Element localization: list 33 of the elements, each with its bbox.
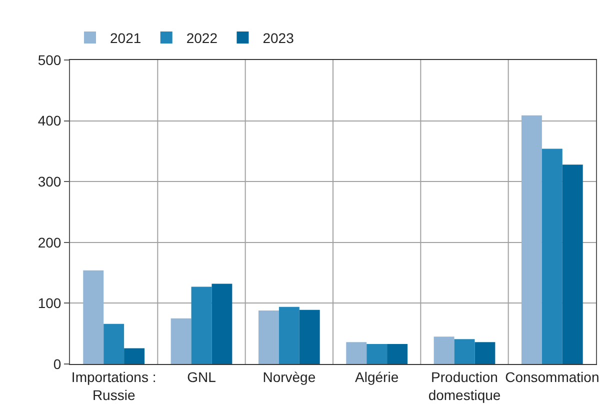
x-tick-label: Norvège: [262, 368, 316, 385]
legend-label: 2022: [186, 30, 218, 46]
x-tick-label: Algérie: [355, 368, 399, 385]
bar: [299, 310, 320, 364]
x-tick-label: Importations : Russie: [71, 368, 156, 403]
bar: [454, 339, 475, 364]
bar: [258, 310, 279, 364]
bar: [521, 115, 542, 364]
bar: [278, 306, 300, 364]
legend-label: 2023: [262, 30, 294, 46]
bar: [387, 344, 408, 364]
y-tick-label: 300: [38, 174, 62, 190]
bar: [212, 284, 232, 364]
y-tick-label: 200: [38, 234, 62, 250]
y-tick-label: 400: [38, 112, 62, 129]
legend-label: 2021: [110, 30, 142, 46]
bar: [346, 342, 367, 364]
bar: [124, 348, 145, 364]
x-tick-label: Consommation: [505, 368, 600, 385]
bar: [366, 344, 388, 364]
bar: [542, 148, 562, 364]
y-tick-label: 0: [53, 356, 62, 372]
bar: [83, 270, 104, 364]
bar: [474, 342, 496, 364]
bar: [170, 318, 192, 364]
y-tick-label: 500: [38, 52, 62, 68]
y-tick-label: 100: [38, 295, 62, 312]
x-tick-label: Production domestique: [428, 368, 501, 403]
bar: [434, 336, 454, 364]
x-tick-label: GNL: [187, 368, 216, 385]
bar: [562, 164, 583, 364]
bar: [104, 324, 124, 364]
bar: [191, 286, 212, 364]
